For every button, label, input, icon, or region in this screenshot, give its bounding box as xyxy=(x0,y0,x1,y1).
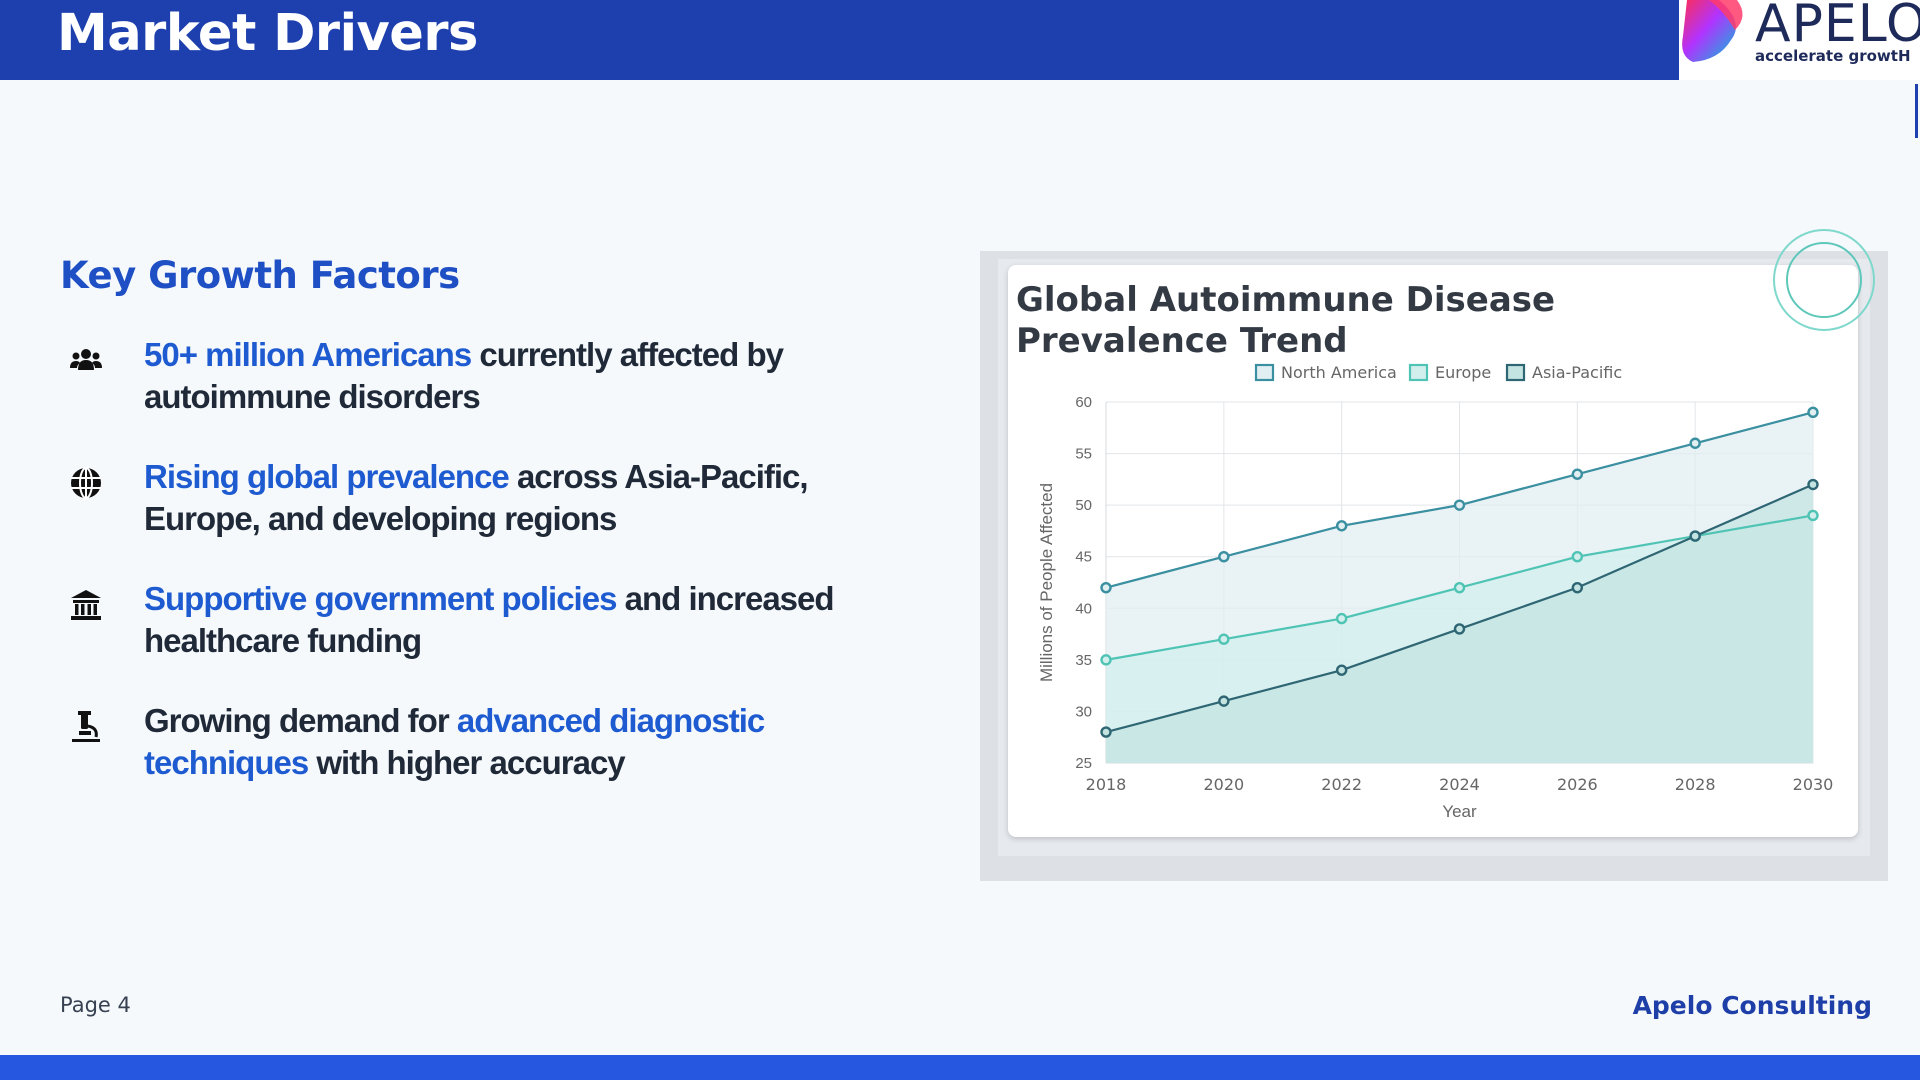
y-tick-label: 55 xyxy=(1075,446,1092,463)
users-icon xyxy=(70,349,102,370)
data-point xyxy=(1335,664,1348,676)
y-tick-label: 35 xyxy=(1075,652,1092,669)
data-point xyxy=(1218,551,1230,563)
series-area xyxy=(1106,484,1813,763)
decorative-ring-inner xyxy=(1786,242,1862,318)
data-point xyxy=(1453,499,1466,511)
factor-text: with higher accuracy xyxy=(308,744,625,781)
factor-highlight: Rising global prevalence xyxy=(144,458,510,495)
data-point xyxy=(1335,520,1348,532)
chart-frame: 25 30 35 40 45 50 55 60 2018 2020 2022 2024 2026 2028… xyxy=(980,251,1888,881)
factor-text: Growing demand for xyxy=(144,702,457,739)
data-point xyxy=(1218,695,1230,707)
microscope-icon xyxy=(72,711,100,742)
landmark-icon xyxy=(71,590,101,620)
chart-title: Global Autoimmune Disease Prevalence Tre… xyxy=(1016,280,1556,361)
y-tick-label: 40 xyxy=(1075,600,1092,617)
footer-bar xyxy=(0,1055,1920,1080)
data-point xyxy=(1100,726,1112,738)
x-tick-label: 2030 xyxy=(1793,775,1834,794)
section-title: Key Growth Factors xyxy=(60,254,460,297)
data-point xyxy=(1100,581,1112,594)
data-point xyxy=(1335,612,1348,625)
data-point xyxy=(1100,654,1112,666)
legend-swatch xyxy=(1408,363,1429,382)
header-bar: Market Drivers xyxy=(0,0,1679,80)
globe-icon xyxy=(71,467,101,499)
logo-name: APELO xyxy=(1755,0,1920,54)
factor-text: currently affected by autoimmune disorde… xyxy=(144,336,784,415)
factor-text: and increased healthcare funding xyxy=(144,580,835,659)
x-tick-label: 2018 xyxy=(1086,775,1127,794)
data-point xyxy=(1689,437,1701,449)
page-number: Page 4 xyxy=(60,993,131,1017)
factor-highlight: 50+ million Americans xyxy=(144,336,472,373)
x-tick-label: 2028 xyxy=(1675,775,1716,794)
legend-label: North America xyxy=(1281,363,1397,382)
legend-swatch xyxy=(1254,363,1275,382)
factor-highlight: Supportive government policies xyxy=(144,580,617,617)
chart-panel: 25 30 35 40 45 50 55 60 2018 2020 2022 2024 2026 2028… xyxy=(998,259,1870,856)
y-tick-label: 30 xyxy=(1075,703,1092,720)
y-tick-label: 60 xyxy=(1075,394,1092,411)
line-area-chart: 25 30 35 40 45 50 55 60 2018 2020 2022 2024 2026 2028… xyxy=(1037,363,1834,821)
data-point xyxy=(1689,530,1701,542)
x-axis-title: Year xyxy=(1442,802,1477,821)
y-axis-title: Millions of People Affected xyxy=(1037,483,1056,682)
data-point xyxy=(1807,478,1819,491)
x-tick-label: 2024 xyxy=(1439,775,1480,794)
legend-label: Europe xyxy=(1435,363,1491,382)
footer-brand: Apelo Consulting xyxy=(1632,991,1872,1020)
y-tick-label: 50 xyxy=(1075,497,1092,514)
logo-tagline: accelerate growtH xyxy=(1755,47,1911,65)
company-logo: APELO accelerate growtH xyxy=(1679,0,1920,80)
data-point xyxy=(1453,581,1466,594)
legend-label: Asia-Pacific xyxy=(1532,363,1622,382)
data-point xyxy=(1807,406,1819,419)
data-point xyxy=(1571,551,1584,563)
accent-line xyxy=(1915,84,1918,138)
factor-text: across Asia-Pacific, Europe, and develop… xyxy=(144,458,809,537)
x-tick-label: 2022 xyxy=(1321,775,1362,794)
data-point xyxy=(1571,468,1584,480)
x-tick-label: 2026 xyxy=(1557,775,1598,794)
chart-card: 25 30 35 40 45 50 55 60 2018 2020 2022 2024 2026 2028… xyxy=(1008,265,1858,837)
y-tick-label: 25 xyxy=(1075,755,1092,772)
data-point xyxy=(1571,581,1584,594)
page-title: Market Drivers xyxy=(57,4,478,63)
factor-highlight: advanced diagnostic techniques xyxy=(144,702,765,781)
decorative-ring-icon xyxy=(1773,229,1875,331)
data-point xyxy=(1453,623,1466,635)
legend-swatch xyxy=(1505,363,1526,382)
data-point xyxy=(1807,509,1819,522)
data-point xyxy=(1218,633,1230,645)
y-tick-label: 45 xyxy=(1075,549,1092,566)
x-tick-label: 2020 xyxy=(1203,775,1244,794)
logo-mark-icon xyxy=(1682,0,1743,62)
